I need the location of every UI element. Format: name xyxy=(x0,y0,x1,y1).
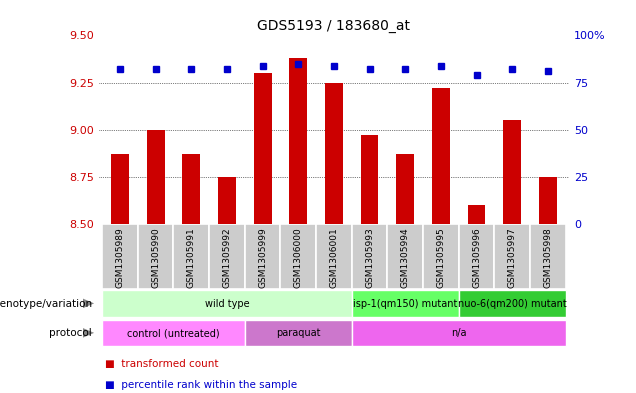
Polygon shape xyxy=(83,328,94,338)
FancyBboxPatch shape xyxy=(494,224,530,289)
FancyBboxPatch shape xyxy=(138,224,174,289)
FancyBboxPatch shape xyxy=(459,290,565,317)
Text: ■  percentile rank within the sample: ■ percentile rank within the sample xyxy=(105,380,297,390)
Bar xyxy=(432,88,450,224)
FancyBboxPatch shape xyxy=(209,224,245,289)
FancyBboxPatch shape xyxy=(102,290,352,317)
Text: control (untreated): control (untreated) xyxy=(127,328,220,338)
Bar xyxy=(467,205,485,224)
Bar xyxy=(325,83,343,224)
FancyBboxPatch shape xyxy=(387,224,423,289)
Bar xyxy=(361,135,378,224)
Bar xyxy=(289,58,307,224)
Text: GSM1306001: GSM1306001 xyxy=(329,227,338,288)
Text: wild type: wild type xyxy=(205,299,249,309)
Bar xyxy=(539,177,556,224)
Text: isp-1(qm150) mutant: isp-1(qm150) mutant xyxy=(353,299,457,309)
Bar xyxy=(396,154,414,224)
Bar xyxy=(254,73,272,224)
FancyBboxPatch shape xyxy=(352,290,459,317)
FancyBboxPatch shape xyxy=(459,224,494,289)
Polygon shape xyxy=(83,299,94,308)
Text: GSM1305989: GSM1305989 xyxy=(116,227,125,288)
Text: GSM1305997: GSM1305997 xyxy=(508,227,516,288)
Text: genotype/variation: genotype/variation xyxy=(0,299,92,309)
Bar xyxy=(218,177,236,224)
Text: GSM1305995: GSM1305995 xyxy=(436,227,445,288)
FancyBboxPatch shape xyxy=(245,320,352,346)
Text: n/a: n/a xyxy=(451,328,466,338)
Text: GSM1305992: GSM1305992 xyxy=(223,227,232,288)
Text: paraquat: paraquat xyxy=(276,328,321,338)
Bar xyxy=(503,120,521,224)
FancyBboxPatch shape xyxy=(352,224,387,289)
Text: GSM1305991: GSM1305991 xyxy=(187,227,196,288)
FancyBboxPatch shape xyxy=(280,224,316,289)
Bar xyxy=(183,154,200,224)
FancyBboxPatch shape xyxy=(423,224,459,289)
Text: nuo-6(qm200) mutant: nuo-6(qm200) mutant xyxy=(458,299,567,309)
Text: GSM1305996: GSM1305996 xyxy=(472,227,481,288)
Bar xyxy=(147,130,165,224)
FancyBboxPatch shape xyxy=(352,320,565,346)
FancyBboxPatch shape xyxy=(102,224,138,289)
FancyBboxPatch shape xyxy=(245,224,280,289)
Text: GSM1306000: GSM1306000 xyxy=(294,227,303,288)
FancyBboxPatch shape xyxy=(316,224,352,289)
FancyBboxPatch shape xyxy=(530,224,565,289)
Text: ■  transformed count: ■ transformed count xyxy=(105,358,218,369)
FancyBboxPatch shape xyxy=(102,320,245,346)
Text: GSM1305993: GSM1305993 xyxy=(365,227,374,288)
Text: GSM1305998: GSM1305998 xyxy=(543,227,552,288)
Text: GSM1305990: GSM1305990 xyxy=(151,227,160,288)
Bar xyxy=(111,154,129,224)
Title: GDS5193 / 183680_at: GDS5193 / 183680_at xyxy=(258,19,410,33)
Text: GSM1305994: GSM1305994 xyxy=(401,227,410,288)
Text: protocol: protocol xyxy=(50,328,92,338)
FancyBboxPatch shape xyxy=(174,224,209,289)
Text: GSM1305999: GSM1305999 xyxy=(258,227,267,288)
